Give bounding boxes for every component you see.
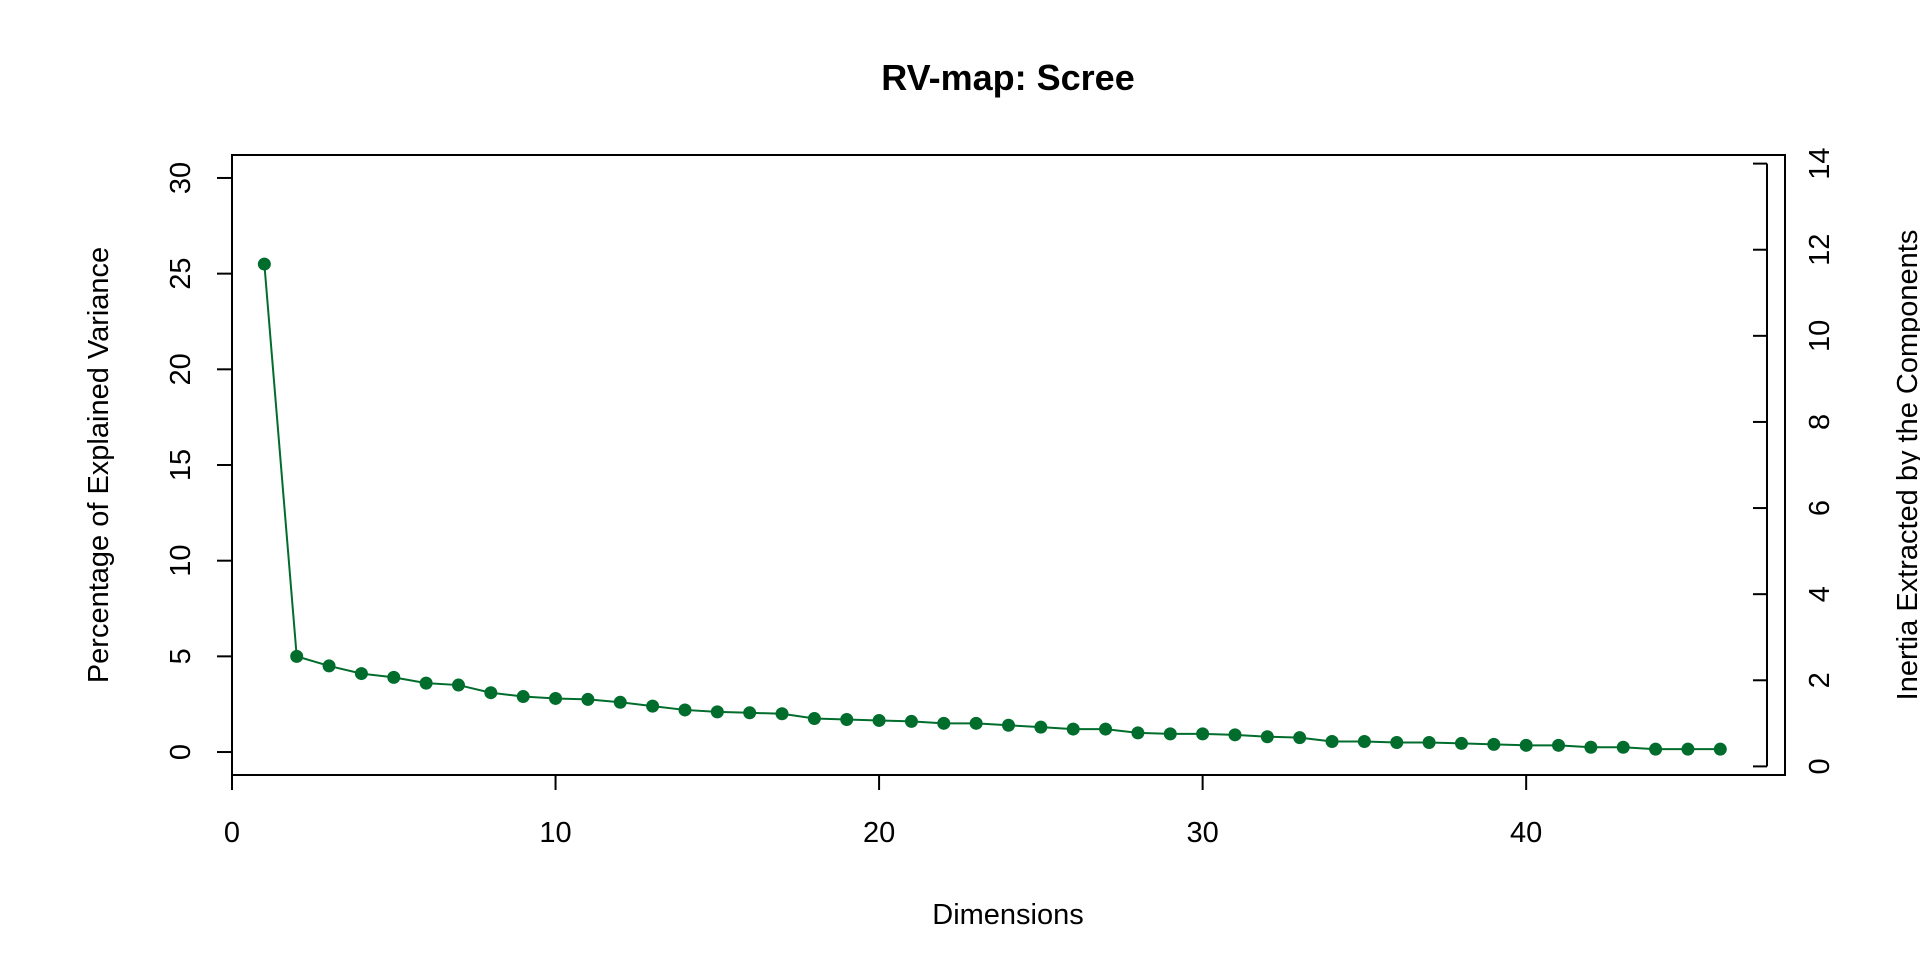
y-tick-label: 25: [165, 258, 197, 290]
data-point: [419, 676, 433, 690]
x-tick-label: 10: [539, 817, 571, 849]
data-point: [1066, 722, 1080, 736]
data-point: [1519, 738, 1533, 752]
data-point: [516, 690, 530, 704]
data-point: [1293, 731, 1307, 745]
data-point: [257, 257, 271, 271]
y-tick-label: 30: [165, 162, 197, 194]
data-point: [1260, 730, 1274, 744]
y-tick-label: 15: [165, 449, 197, 481]
x-axis-label: Dimensions: [932, 899, 1084, 931]
y-right-tick-label: 0: [1804, 758, 1836, 774]
data-point: [290, 649, 304, 663]
data-point: [1131, 726, 1145, 740]
x-tick-label: 30: [1186, 817, 1218, 849]
y-right-tick-label: 10: [1804, 320, 1836, 352]
data-point: [549, 691, 563, 705]
data-point: [1713, 742, 1727, 756]
data-point: [678, 703, 692, 717]
data-point: [1099, 722, 1113, 736]
y-right-tick-label: 4: [1804, 586, 1836, 602]
y-axis-label-right: Inertia Extracted by the Components: [1892, 230, 1920, 701]
data-point: [1487, 737, 1501, 751]
data-point: [937, 716, 951, 730]
data-point: [969, 716, 983, 730]
y-tick-label: 10: [165, 545, 197, 577]
data-point: [1357, 735, 1371, 749]
y-right-tick-label: 6: [1804, 500, 1836, 516]
data-point: [710, 705, 724, 719]
data-point: [904, 714, 918, 728]
y-right-tick-label: 8: [1804, 414, 1836, 430]
data-point: [1163, 727, 1177, 741]
data-point: [484, 686, 498, 700]
y-axis-right: 0 2 4 6 8 10 12 14: [1753, 147, 1836, 774]
data-point: [1034, 720, 1048, 734]
y-right-tick-label: 14: [1804, 147, 1836, 179]
x-tick-label: 40: [1510, 817, 1542, 849]
plot-frame: [231, 154, 1786, 776]
data-point: [613, 695, 627, 709]
data-point: [1325, 735, 1339, 749]
series-line: [263, 263, 1721, 751]
data-point: [646, 699, 660, 713]
data-point: [1196, 727, 1210, 741]
series-group: [257, 257, 1727, 756]
data-point: [451, 678, 465, 692]
data-point: [354, 667, 368, 681]
data-point: [872, 713, 886, 727]
y-right-tick-label: 12: [1804, 234, 1836, 266]
data-point: [1390, 735, 1404, 749]
data-point: [1584, 740, 1598, 754]
data-point: [1681, 742, 1695, 756]
data-point: [581, 692, 595, 706]
data-point: [1454, 736, 1468, 750]
y-axis-left: 0 5 10 15 20 25 30: [165, 162, 233, 760]
data-point: [1552, 738, 1566, 752]
y-axis-label: Percentage of Explained Variance: [83, 247, 115, 683]
data-point: [1616, 740, 1630, 754]
data-point: [807, 712, 821, 726]
x-tick-label: 0: [224, 817, 240, 849]
data-point: [775, 707, 789, 721]
x-axis: 0 10 20 30 40: [224, 774, 1542, 849]
data-point: [1649, 742, 1663, 756]
data-point: [840, 713, 854, 727]
y-tick-label: 0: [165, 744, 197, 760]
data-point: [322, 659, 336, 673]
data-point: [1002, 718, 1015, 732]
x-tick-label: 20: [863, 817, 895, 849]
data-point: [743, 706, 757, 720]
data-point: [387, 670, 401, 684]
y-tick-label: 5: [165, 648, 197, 664]
y-tick-label: 20: [165, 353, 197, 385]
chart-title: RV-map: Scree: [881, 57, 1134, 98]
data-point: [1422, 735, 1436, 749]
data-point: [1228, 728, 1242, 742]
y-right-tick-label: 2: [1804, 672, 1836, 688]
